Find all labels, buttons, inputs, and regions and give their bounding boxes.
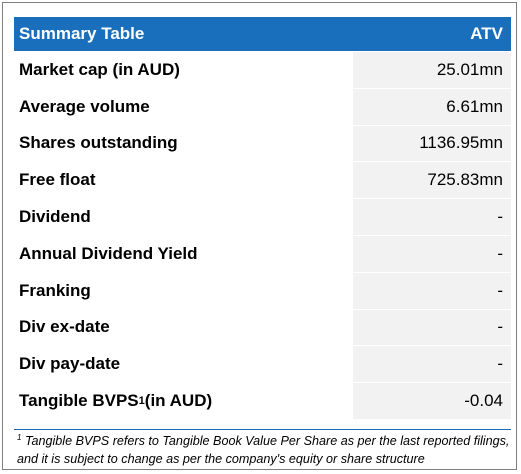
- row-value: 725.83mn: [353, 162, 511, 199]
- table-row: Franking -: [14, 271, 511, 309]
- ticker-label: ATV: [470, 24, 503, 43]
- table-row: Annual Dividend Yield -: [14, 234, 511, 272]
- row-label: Shares outstanding: [14, 125, 350, 162]
- row-label-tangible-bvps: Tangible BVPS 1 (in AUD): [14, 383, 350, 419]
- row-value: -: [353, 235, 511, 272]
- footnote: 1 Tangible BVPS refers to Tangible Book …: [14, 429, 511, 468]
- summary-table: Summary Table ATV Market cap (in AUD) 25…: [14, 17, 511, 419]
- row-label: Franking: [14, 272, 350, 309]
- row-label: Free float: [14, 162, 350, 199]
- row-value: -: [353, 272, 511, 309]
- row-value: 1136.95mn: [353, 125, 511, 162]
- table-row: Tangible BVPS 1 (in AUD) -0.04: [14, 382, 511, 419]
- table-row: Div pay-date -: [14, 345, 511, 383]
- summary-card: Summary Table ATV Market cap (in AUD) 25…: [2, 2, 517, 470]
- table-row: Div ex-date -: [14, 308, 511, 346]
- table-row: Dividend -: [14, 198, 511, 235]
- table-row: Market cap (in AUD) 25.01mn: [14, 51, 511, 88]
- table-title: Summary Table: [19, 24, 145, 43]
- row-value: -: [353, 309, 511, 346]
- row-label: Div pay-date: [14, 346, 350, 383]
- row-label: Annual Dividend Yield: [14, 235, 350, 272]
- row-value: -0.04: [353, 383, 511, 419]
- row-value: -: [353, 346, 511, 383]
- row-label-text: Tangible BVPS: [19, 391, 139, 411]
- row-value: -: [353, 199, 511, 235]
- footnote-text: Tangible BVPS refers to Tangible Book Va…: [17, 434, 510, 466]
- row-label: Div ex-date: [14, 309, 350, 346]
- table-header: Summary Table ATV: [14, 17, 511, 51]
- table-row: Average volume 6.61mn: [14, 87, 511, 125]
- row-label: Market cap (in AUD): [14, 52, 350, 88]
- footnote-marker: 1: [17, 432, 22, 442]
- row-label-suffix: (in AUD): [144, 391, 213, 411]
- row-label: Dividend: [14, 199, 350, 235]
- table-row: Shares outstanding 1136.95mn: [14, 124, 511, 162]
- table-row: Free float 725.83mn: [14, 161, 511, 199]
- row-value: 25.01mn: [353, 52, 511, 88]
- row-label: Average volume: [14, 88, 350, 125]
- row-value: 6.61mn: [353, 88, 511, 125]
